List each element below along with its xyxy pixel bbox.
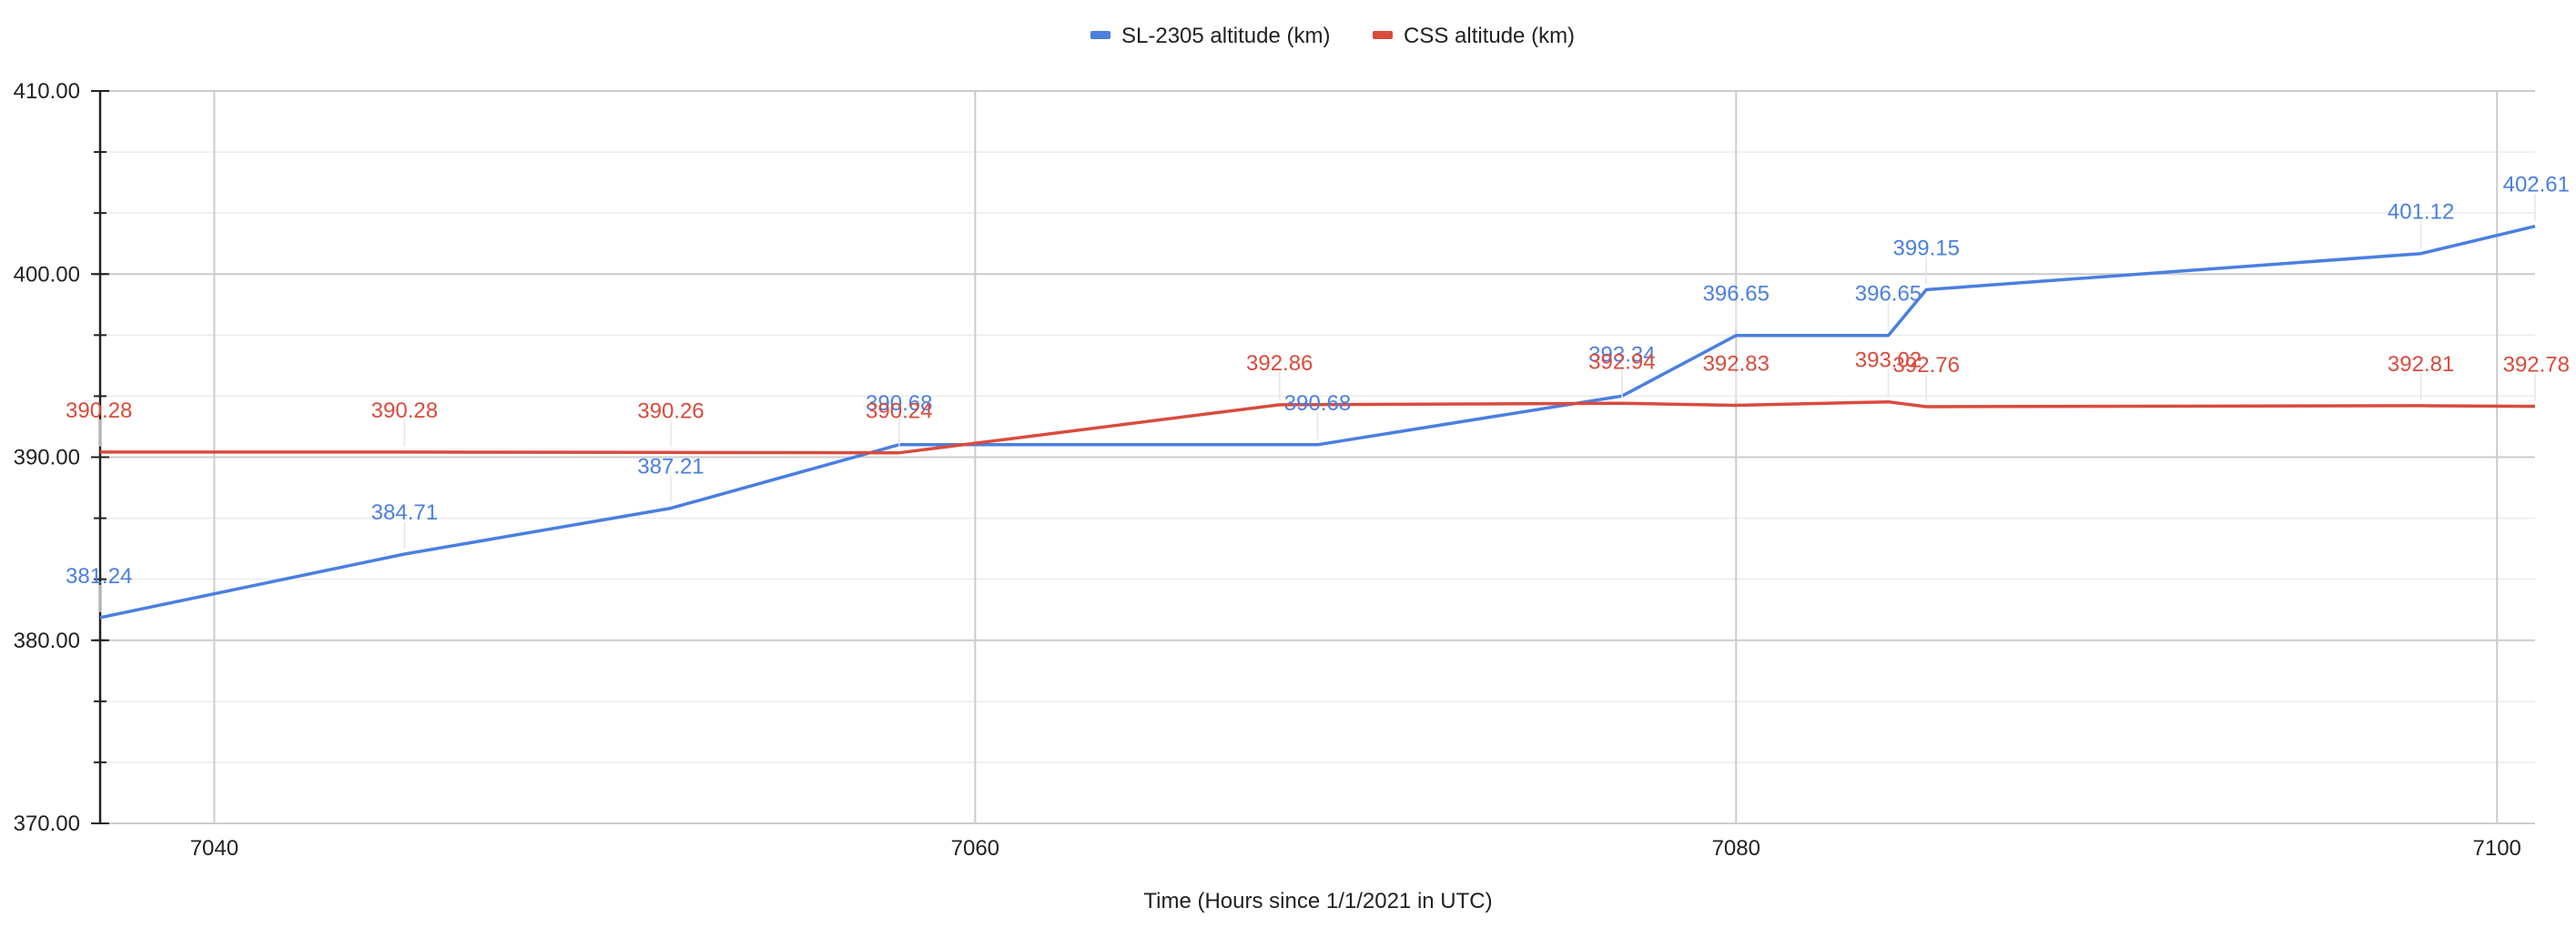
series-line-css [100,399,2536,455]
x-tick-label: 7060 [951,836,999,861]
data-label: 392.94 [1588,349,1655,374]
data-label: 390.24 [866,399,932,424]
legend-swatch [1090,31,1111,39]
legend-label: CSS altitude (km) [1404,24,1575,48]
data-label: 392.78 [2503,353,2570,378]
y-tick-label: 400.00 [14,262,80,287]
y-tick-label: 410.00 [14,79,80,104]
x-tick-label: 7040 [190,836,238,861]
data-label: 393.34 [1588,342,1655,367]
data-labels: 381.24 384.71 387.21 390.68 390.68 393.34 396.… [66,173,2570,612]
data-label: 390.28 [66,398,132,423]
data-label: 392.86 [1246,351,1313,376]
y-tick-label: 380.00 [14,629,80,653]
x-tick-labels: 7040 7060 7080 7100 [190,836,2521,861]
legend: SL-2305 altitude (km) CSS altitude (km) [1090,24,1575,48]
data-label: 390.68 [1284,391,1351,416]
y-tick-labels: 370.00 380.00 390.00 400.00 410.00 [14,79,80,836]
data-label: 387.21 [637,455,704,479]
data-label: 390.68 [866,391,932,416]
data-label: 384.71 [371,500,438,525]
data-label: 392.83 [1703,352,1770,377]
x-tick-label: 7100 [2473,836,2521,861]
data-label: 396.65 [1703,282,1770,307]
data-label: 392.76 [1893,353,1960,378]
data-label: 399.15 [1893,236,1960,260]
data-label: 393.02 [1855,348,1922,373]
data-label: 390.26 [637,398,704,423]
axes [91,90,109,824]
x-axis-title: Time (Hours since 1/1/2021 in UTC) [1143,889,1492,913]
data-label: 402.61 [2503,173,2570,197]
data-label: 396.65 [1855,282,1922,307]
data-label: 390.28 [371,398,438,423]
y-tick-label: 370.00 [14,812,80,836]
data-label: 401.12 [2388,200,2454,225]
legend-swatch [1373,31,1393,39]
data-label: 392.81 [2388,352,2454,377]
x-tick-label: 7080 [1712,836,1760,861]
data-label: 381.24 [66,564,132,589]
gridlines [100,90,2535,824]
y-tick-label: 390.00 [14,446,80,470]
legend-label: SL-2305 altitude (km) [1121,24,1330,48]
